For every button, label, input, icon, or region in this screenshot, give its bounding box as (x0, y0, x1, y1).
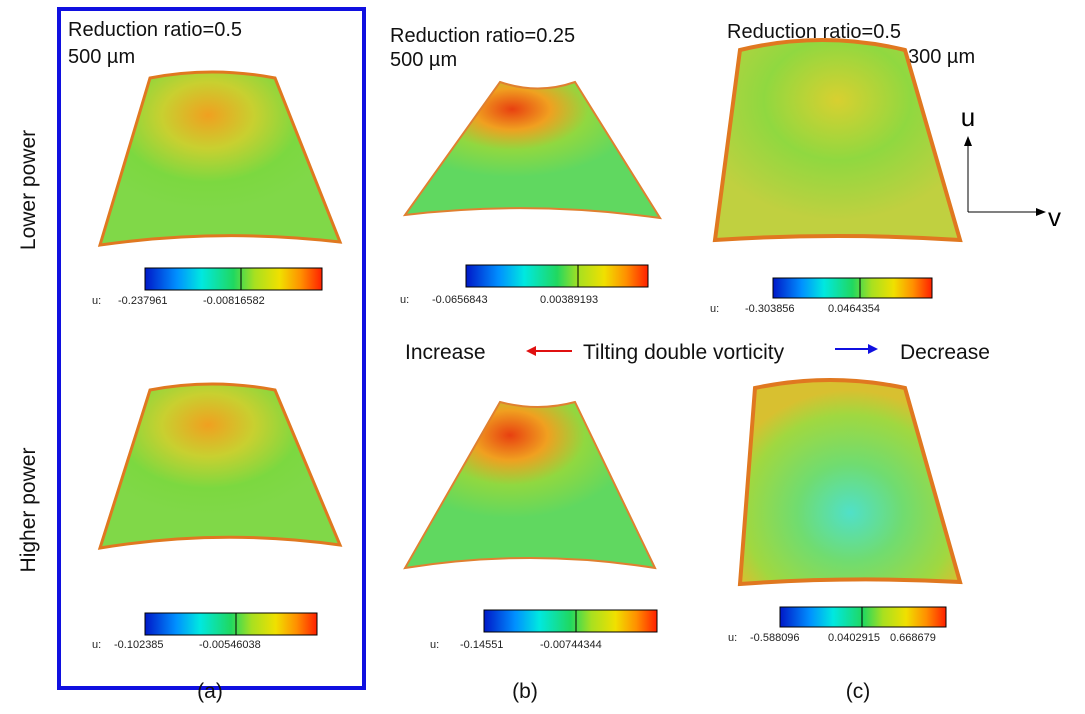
colorbar-tick-label: -0.303856 (745, 303, 795, 315)
colorbar-prefix: u: (728, 632, 737, 644)
colorbar-scale (772, 277, 933, 299)
colorbar-tick-label: -0.00744344 (540, 639, 602, 651)
colorbar-scale (483, 609, 658, 633)
colorbar-tick-label: 0.00389193 (540, 294, 598, 306)
panel-label: (a) (197, 680, 223, 703)
colorbar-tick-label: 0.0464354 (828, 303, 880, 315)
row-label: Lower power (17, 130, 40, 250)
axis-label: v (1048, 202, 1061, 232)
flow-field (737, 378, 963, 587)
colorbar (144, 264, 947, 636)
trend-left: Increase (405, 341, 486, 364)
colorbar-tick-label: -0.14551 (460, 639, 503, 651)
colorbar-tick-label: -0.00816582 (203, 295, 265, 307)
colorbar-scale (144, 612, 318, 636)
trend-center: Tilting double vorticity (583, 341, 785, 364)
panel-title: Reduction ratio=0.5 (68, 19, 242, 41)
colorbar-tick-label: -0.588096 (750, 632, 800, 644)
flow-field (97, 382, 343, 550)
arrow-head (964, 136, 972, 146)
colorbar-prefix: u: (92, 639, 101, 651)
flow-field (403, 400, 657, 570)
colorbar-prefix: u: (400, 294, 409, 306)
panel-size: 500 µm (390, 49, 457, 71)
colorbar-tick-label: -0.237961 (118, 295, 168, 307)
arrow-head (868, 344, 878, 354)
colorbar-tick-label: 0.0402915 (828, 632, 880, 644)
panel-label: (c) (846, 680, 871, 703)
trend-right: Decrease (900, 341, 990, 364)
highlight-box (57, 7, 366, 690)
colorbar-prefix: u: (92, 295, 101, 307)
panel-size: 500 µm (68, 46, 135, 68)
panel-title: Reduction ratio=0.25 (390, 25, 575, 47)
colorbar-scale (779, 606, 947, 628)
colorbar-prefix: u: (430, 639, 439, 651)
colorbar-tick-label: -0.102385 (114, 639, 164, 651)
colorbar-tick-label: -0.0656843 (432, 294, 488, 306)
flow-field (402, 80, 662, 220)
panel-label: (b) (512, 680, 538, 703)
colorbar-scale (465, 264, 649, 288)
panel-title: Reduction ratio=0.5 (727, 21, 901, 43)
colorbar-tick-label: -0.00546038 (199, 639, 261, 651)
colorbar-tick-label: 0.668679 (890, 632, 936, 644)
flow-field (97, 70, 343, 247)
arrow-head (1036, 208, 1046, 216)
arrow-head (526, 346, 536, 356)
row-label: Higher power (17, 448, 40, 573)
colorbar-prefix: u: (710, 303, 719, 315)
panel-size: 300 µm (908, 46, 975, 68)
axis-label: u (961, 102, 975, 132)
flow-field (712, 38, 963, 243)
colorbar-scale (144, 267, 323, 291)
